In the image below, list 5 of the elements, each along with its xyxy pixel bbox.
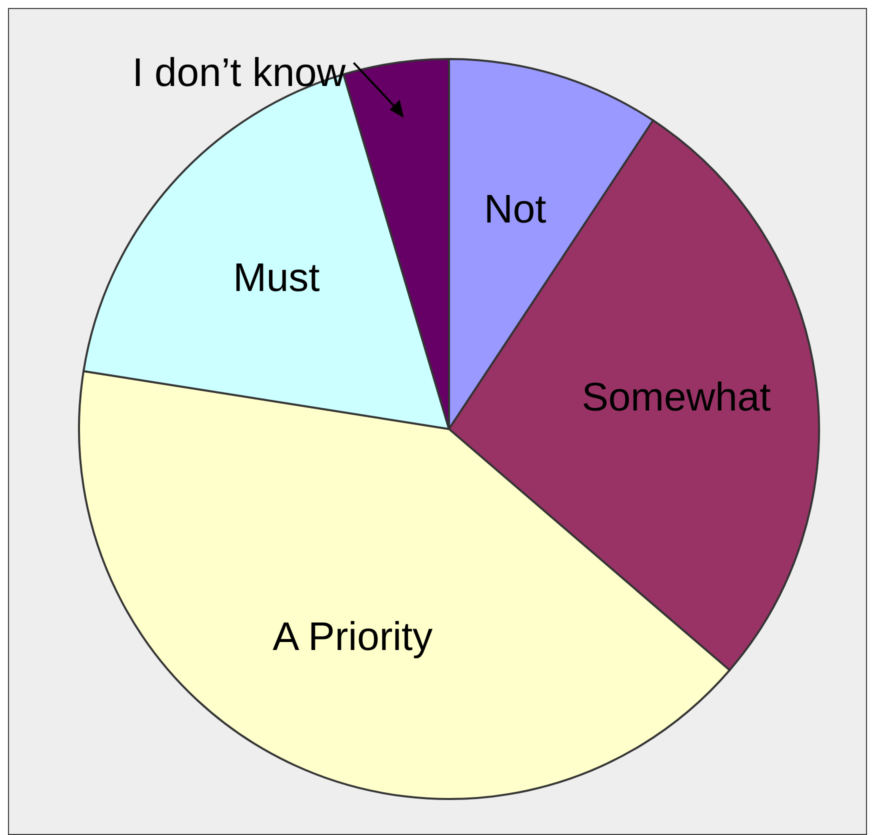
slice-label: Must (233, 256, 320, 300)
slice-label: Not (484, 187, 546, 232)
slice-label: A Priority (272, 615, 433, 660)
slice-label: I don’t know (132, 50, 346, 95)
slice-label: Somewhat (582, 375, 771, 420)
